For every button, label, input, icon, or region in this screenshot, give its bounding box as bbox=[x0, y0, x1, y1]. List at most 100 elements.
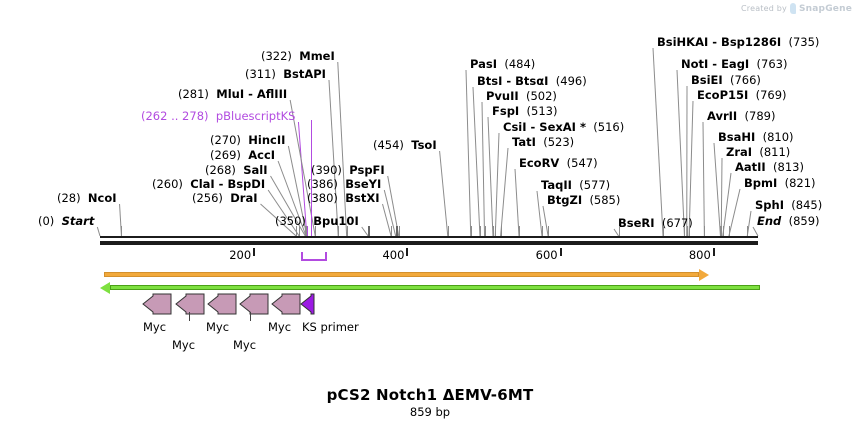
site-tick-btgzi bbox=[548, 226, 550, 236]
site-label-btgzi[interactable]: BtgZI (585) bbox=[547, 194, 620, 206]
site-position-csii: (516) bbox=[593, 120, 625, 134]
annotation-label-2: Myc bbox=[206, 320, 230, 334]
site-position-bstapi: (311) bbox=[245, 67, 276, 81]
site-label-bstxi[interactable]: (380) BstXI bbox=[307, 192, 380, 204]
site-position-zrai: (811) bbox=[759, 145, 791, 159]
site-label-drai[interactable]: (256) DraI bbox=[192, 192, 258, 204]
site-tick-ecop15i bbox=[689, 226, 691, 236]
site-tick-bseri bbox=[618, 226, 620, 236]
site-position-end: (859) bbox=[788, 214, 820, 228]
site-name-fspi: FspI bbox=[492, 104, 520, 118]
site-label-bseri[interactable]: BseRI (677) bbox=[618, 217, 693, 229]
site-tick-acci bbox=[306, 226, 308, 236]
annotation-1[interactable] bbox=[175, 293, 205, 319]
site-position-acci: (269) bbox=[210, 148, 241, 162]
site-label-avrii[interactable]: AvrII (789) bbox=[707, 110, 775, 122]
site-name-bsiei: BsiEI bbox=[691, 73, 723, 87]
site-label-pvuii[interactable]: PvuII (502) bbox=[486, 90, 557, 102]
site-label-pbskks[interactable]: (262 .. 278) pBluescriptKS bbox=[141, 110, 295, 122]
site-position-clai: (260) bbox=[152, 177, 183, 191]
site-tick-pasi bbox=[470, 226, 472, 236]
site-tick-mmei bbox=[346, 226, 348, 236]
site-label-aatii[interactable]: AatII (813) bbox=[735, 161, 804, 173]
site-position-aatii: (813) bbox=[773, 160, 804, 174]
site-label-acci[interactable]: (269) AccI bbox=[210, 149, 275, 161]
site-tick-btsi bbox=[479, 226, 481, 236]
site-label-end[interactable]: End (859) bbox=[757, 215, 820, 227]
site-label-mlui[interactable]: (281) MluI - AflIII bbox=[178, 88, 287, 100]
site-label-bsihkai[interactable]: BsiHKAI - Bsp1286I (735) bbox=[657, 36, 819, 48]
site-tick-tati bbox=[500, 226, 502, 236]
annotation-label-5: KS primer bbox=[302, 320, 359, 334]
site-label-bsiei[interactable]: BsiEI (766) bbox=[691, 74, 761, 86]
site-label-sali[interactable]: (268) SalI bbox=[205, 164, 268, 176]
site-label-ecop15i[interactable]: EcoP15I (769) bbox=[697, 89, 787, 101]
site-tick-pvuii bbox=[484, 226, 486, 236]
site-name-bseri: BseRI bbox=[618, 216, 655, 230]
site-label-pasi[interactable]: PasI (484) bbox=[470, 58, 535, 70]
green-feature-track-arrowhead bbox=[100, 282, 110, 294]
site-label-start[interactable]: (0) Start bbox=[38, 215, 94, 227]
ruler-tick-800 bbox=[712, 248, 715, 256]
site-name-end: End bbox=[757, 214, 782, 228]
site-label-bpu10i[interactable]: (350) Bpu10I bbox=[275, 215, 359, 227]
site-label-ecorv[interactable]: EcoRV (547) bbox=[519, 157, 598, 169]
ruler-label-400: 400 bbox=[382, 248, 405, 262]
site-tick-mlui bbox=[315, 226, 317, 236]
site-label-bstapi[interactable]: (311) BstAPI bbox=[245, 68, 326, 80]
site-name-acci: AccI bbox=[248, 148, 276, 162]
site-label-noti[interactable]: NotI - EagI (763) bbox=[681, 58, 787, 70]
site-label-fspi[interactable]: FspI (513) bbox=[492, 105, 557, 117]
site-label-mmei[interactable]: (322) MmeI bbox=[261, 50, 335, 62]
pbluescript-feature-bracket[interactable] bbox=[300, 252, 327, 261]
site-tick-avrii bbox=[704, 226, 706, 236]
left-arrow-icon bbox=[271, 293, 301, 315]
site-position-taqii: (577) bbox=[579, 178, 611, 192]
site-label-clai[interactable]: (260) ClaI - BspDI bbox=[152, 178, 265, 190]
site-label-taqii[interactable]: TaqII (577) bbox=[541, 179, 610, 191]
site-label-zrai[interactable]: ZraI (811) bbox=[726, 146, 790, 158]
ruler-tick-600 bbox=[559, 248, 562, 256]
site-label-csii[interactable]: CsiI - SexAI * (516) bbox=[503, 121, 624, 133]
site-name-bstapi: BstAPI bbox=[283, 67, 326, 81]
site-tick-sphi bbox=[747, 226, 749, 236]
site-tick-major-1 bbox=[395, 226, 398, 236]
annotation-0[interactable] bbox=[142, 293, 172, 319]
site-label-bsahi[interactable]: BsaHI (810) bbox=[718, 131, 794, 143]
site-label-tati[interactable]: TatI (523) bbox=[512, 136, 574, 148]
site-name-ncoi: NcoI bbox=[87, 191, 117, 205]
site-tick-ncoi bbox=[121, 226, 123, 236]
annotation-3[interactable] bbox=[239, 293, 269, 319]
plasmid-length-label: 859 bp bbox=[409, 405, 451, 419]
site-tick-csii bbox=[495, 226, 497, 236]
site-label-ncoi[interactable]: (28) NcoI bbox=[57, 192, 117, 204]
site-label-btsi[interactable]: BtsI - BtsαI (496) bbox=[477, 75, 587, 87]
site-name-csii: CsiI - SexAI * bbox=[503, 120, 586, 134]
site-name-sphi: SphI bbox=[755, 198, 784, 212]
site-name-pbskks: pBluescriptKS bbox=[215, 109, 296, 123]
site-label-bseyi[interactable]: (386) BseYI bbox=[307, 178, 381, 190]
site-name-hincii: HincII bbox=[248, 133, 286, 147]
site-name-tsoi: TsoI bbox=[411, 138, 437, 152]
site-name-pspfi: PspFI bbox=[349, 163, 385, 177]
site-name-taqii: TaqII bbox=[541, 178, 572, 192]
site-label-tsoi[interactable]: (454) TsoI bbox=[373, 139, 437, 151]
site-label-pspfi[interactable]: (390) PspFI bbox=[311, 164, 385, 176]
site-position-bsihkai: (735) bbox=[788, 35, 820, 49]
site-name-ecop15i: EcoP15I bbox=[697, 88, 749, 102]
site-name-zrai: ZraI bbox=[726, 145, 753, 159]
site-name-bpmi: BpmI bbox=[744, 176, 778, 190]
annotation-2[interactable] bbox=[207, 293, 237, 319]
site-label-hincii[interactable]: (270) HincII bbox=[210, 134, 285, 146]
site-label-bpmi[interactable]: BpmI (821) bbox=[744, 177, 816, 189]
site-position-mlui: (281) bbox=[178, 87, 209, 101]
site-label-sphi[interactable]: SphI (845) bbox=[755, 199, 822, 211]
site-name-mlui: MluI - AflIII bbox=[216, 87, 288, 101]
site-tick-bsihkai bbox=[663, 226, 664, 236]
annotation-5[interactable] bbox=[300, 293, 315, 319]
site-name-pasi: PasI bbox=[470, 57, 498, 71]
site-tick-fspi bbox=[492, 226, 494, 236]
site-name-btsi: BtsI - BtsαI bbox=[477, 74, 549, 88]
annotation-4[interactable] bbox=[271, 293, 301, 319]
site-position-fspi: (513) bbox=[526, 104, 558, 118]
